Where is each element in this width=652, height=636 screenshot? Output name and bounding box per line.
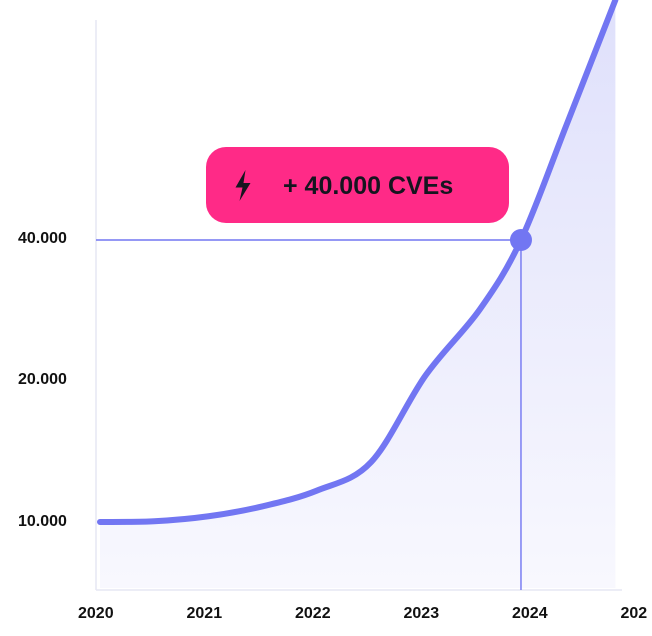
- x-tick-label: 2022: [295, 605, 331, 622]
- x-tick-label: 202: [621, 605, 648, 622]
- callout-box: [206, 147, 509, 223]
- lightning-icon: [235, 170, 251, 201]
- x-tick-label: 2024: [512, 605, 548, 622]
- highlight-point: [509, 229, 532, 251]
- highlight-guides: [96, 239, 522, 590]
- x-tick-label: 2021: [187, 605, 223, 622]
- callout: + 40.000 CVEs: [206, 147, 509, 223]
- y-tick-label: 20.000: [18, 371, 67, 388]
- y-tick-labels: 10.000 20.000 40.000: [18, 230, 67, 530]
- axes: [95, 20, 622, 591]
- x-tick-labels: 2020 2021 2022 2023 2024 202: [78, 605, 647, 622]
- x-tick-label: 2023: [404, 605, 440, 622]
- series-line: [97, 0, 619, 525]
- y-tick-label: 10.000: [18, 513, 67, 530]
- x-tick-label: 2020: [78, 605, 114, 622]
- area-fill: [100, 0, 616, 588]
- callout-label: + 40.000 CVEs: [283, 172, 453, 200]
- y-tick-label: 40.000: [18, 230, 67, 247]
